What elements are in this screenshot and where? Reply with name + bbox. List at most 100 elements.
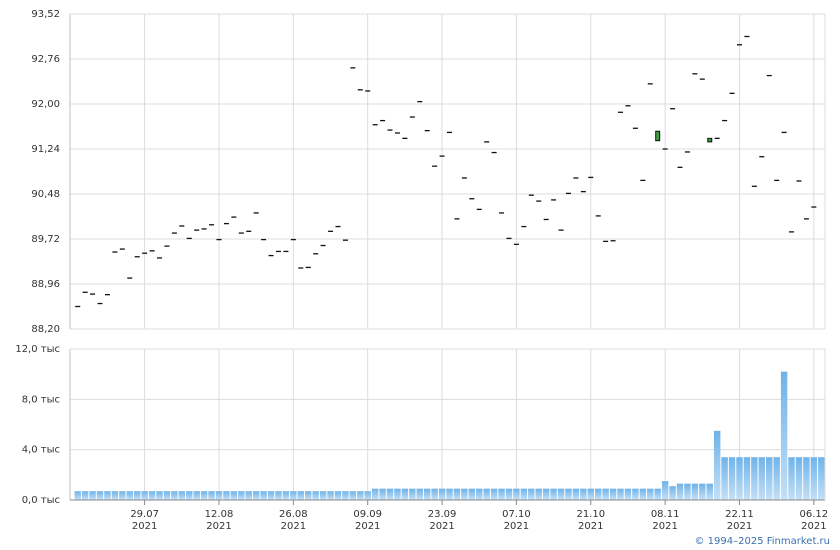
x-tick-label-date: 07.10 [502, 509, 531, 520]
volume-bar [238, 491, 245, 500]
volume-bar [773, 457, 780, 500]
price-y-tick-label: 89,72 [31, 234, 60, 245]
x-tick-label-date: 23.09 [428, 509, 457, 520]
volume-bar [148, 491, 156, 500]
volume-bar [751, 457, 758, 500]
volume-bar [609, 488, 617, 500]
x-tick-label-date: 08.11 [651, 509, 680, 520]
volume-bar [178, 491, 186, 500]
volume-bar [587, 488, 594, 500]
volume-bar [780, 371, 788, 500]
volume-bar [476, 488, 483, 500]
x-tick-label-year: 2021 [504, 521, 529, 532]
volume-bar [379, 488, 386, 500]
volume-bar [416, 488, 423, 500]
volume-bar [305, 491, 312, 500]
volume-bar [371, 488, 379, 500]
volume-bar [267, 491, 275, 500]
volume-bar [126, 491, 133, 500]
volume-bar [319, 491, 327, 500]
volume-bar [632, 488, 639, 500]
volume-y-tick-label: 0,0 тыс [22, 495, 60, 506]
volume-bar [200, 491, 208, 500]
x-tick-label-year: 2021 [206, 521, 231, 532]
volume-y-tick-label: 4,0 тыс [22, 445, 60, 456]
volume-bar [557, 488, 565, 500]
x-tick-label-date: 22.11 [725, 509, 754, 520]
volume-bar [119, 491, 126, 500]
volume-bar [572, 488, 580, 500]
x-tick-label-year: 2021 [801, 521, 826, 532]
volume-bar [699, 483, 706, 500]
volume-bar [223, 491, 230, 500]
price-y-tick-label: 88,96 [31, 279, 60, 290]
x-tick-label-date: 09.09 [353, 509, 382, 520]
volume-bar [342, 491, 349, 500]
volume-bar [186, 491, 193, 500]
price-y-tick-label: 93,52 [31, 9, 60, 20]
volume-bar [594, 488, 602, 500]
volume-bar [498, 488, 505, 500]
price-y-tick-label: 92,00 [31, 99, 60, 110]
volume-bar [282, 491, 290, 500]
volume-bar [602, 488, 609, 500]
volume-bar [461, 488, 468, 500]
volume-bar [297, 491, 305, 500]
volume-bar [758, 457, 766, 500]
volume-bar [327, 491, 334, 500]
volume-bar [624, 488, 632, 500]
volume-bar [438, 488, 446, 500]
price-y-tick-label: 90,48 [31, 189, 60, 200]
volume-bar [788, 457, 795, 500]
volume-y-tick-label: 12,0 тыс [15, 344, 60, 355]
volume-bar [661, 481, 669, 500]
x-tick-label-year: 2021 [652, 521, 677, 532]
volume-bar [713, 430, 721, 500]
volume-bar [163, 491, 171, 500]
volume-bar [171, 491, 178, 500]
copyright-text: © 1994–2025 Finmarket.ru [694, 536, 830, 547]
volume-bar [96, 491, 104, 500]
x-tick-label-date: 21.10 [576, 509, 605, 520]
volume-bar [364, 491, 371, 500]
volume-bar [104, 491, 111, 500]
price-y-tick-label: 92,76 [31, 54, 60, 65]
volume-bar [580, 488, 587, 500]
volume-bar [230, 491, 238, 500]
volume-bar [684, 483, 691, 500]
volume-bar [706, 483, 713, 500]
volume-bar [252, 491, 260, 500]
volume-bar [334, 491, 342, 500]
volume-bar [565, 488, 572, 500]
volume-bar [423, 488, 431, 500]
volume-bar [453, 488, 461, 500]
volume-y-tick-label: 8,0 тыс [22, 394, 60, 405]
volume-bar [349, 491, 357, 500]
volume-bar [260, 491, 267, 500]
volume-bar [468, 488, 476, 500]
volume-bar [141, 491, 148, 500]
volume-bar [639, 488, 647, 500]
volume-bar [728, 457, 736, 500]
volume-bar [386, 488, 394, 500]
volume-bar [542, 488, 550, 500]
volume-bar [505, 488, 513, 500]
volume-bar [74, 491, 81, 500]
volume-bar [133, 491, 141, 500]
volume-bar [743, 457, 751, 500]
x-tick-label-year: 2021 [355, 521, 380, 532]
volume-bar [721, 457, 728, 500]
volume-panel: 12,0 тыс 8,0 тыс 4,0 тыс 0,0 тыс [15, 344, 826, 506]
volume-bar [81, 491, 89, 500]
x-tick-label-year: 2021 [281, 521, 306, 532]
volume-bar [290, 491, 297, 500]
volume-bar [409, 488, 416, 500]
x-tick-label-year: 2021 [132, 521, 157, 532]
volume-bar [446, 488, 453, 500]
volume-bar [520, 488, 528, 500]
volume-bar [312, 491, 319, 500]
volume-bar [669, 486, 676, 500]
volume-bar [818, 457, 825, 500]
x-tick-label-date: 26.08 [279, 509, 308, 520]
